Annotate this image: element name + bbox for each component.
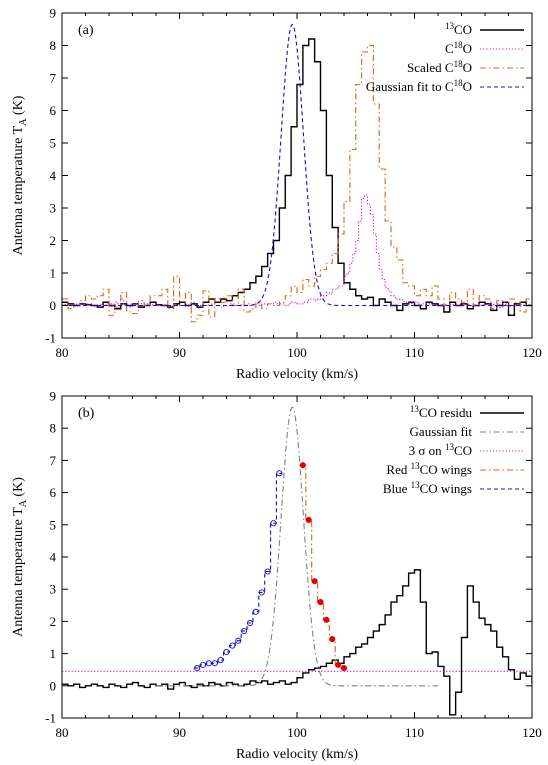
marker-blue-4 (217, 656, 224, 664)
legend-label-resid-b: 13CO residu (410, 404, 473, 420)
series-gauss-b (156, 406, 438, 687)
legend-label-gauss-b: Gaussian fit (410, 424, 473, 439)
xtick-label-a-90: 90 (173, 345, 186, 360)
series-scaled-a (62, 44, 532, 323)
marker-red-4 (323, 616, 330, 623)
xtick-label-a-120: 120 (522, 345, 542, 360)
panel-b: -1 0 1 2 3 4 5 6 7 8 9 80 90 100 110 120 Radio velocity … (11, 389, 542, 763)
legend-label-scaled-a: Scaled C18O (407, 59, 472, 75)
marker-blue-0 (194, 665, 201, 672)
xlabel-b: Radio velocity (km/s) (236, 747, 358, 762)
legend-label-gauss-a: Gaussian fit to C18O (366, 78, 472, 94)
marker-blue-8 (241, 628, 248, 635)
ytick-label-b-4: 4 (50, 550, 57, 565)
series-layer-b (62, 406, 532, 716)
marker-blue-2 (205, 660, 212, 667)
marker-blue-10 (252, 608, 259, 615)
series-c13o-a (62, 38, 532, 316)
marker-red-3 (317, 599, 324, 606)
ytick-label-b-0: 0 (50, 678, 57, 693)
ytick-label-a-1: 1 (50, 266, 57, 281)
marker-blue-7 (235, 637, 242, 644)
marker-red-7 (340, 665, 348, 672)
marker-blue-9 (246, 619, 254, 627)
marker-blue-14 (276, 470, 283, 477)
ytick-label-b-8: 8 (50, 421, 57, 436)
legend-label-c18o-a: C18O (445, 40, 472, 56)
series-c18o-a (62, 194, 532, 308)
ytick-label-a-4: 4 (50, 168, 57, 183)
marker-blue-5 (223, 648, 230, 656)
ylabel-b: Antenna temperature TA (K) (11, 477, 29, 637)
xtick-label-a-80: 80 (56, 345, 69, 360)
marker-blue-6 (229, 642, 236, 649)
series-layer-a (62, 23, 532, 323)
xtick-label-a-100: 100 (287, 345, 307, 360)
ytick-label-a-6: 6 (50, 103, 57, 118)
ytick-label-a-7: 7 (50, 71, 57, 86)
legend-label-c13o-a: 13CO (445, 21, 472, 37)
marker-red-0 (299, 462, 306, 469)
marker-blue-13 (270, 520, 277, 527)
panel-a: -1 0 1 2 3 4 5 6 7 8 9 80 90 100 110 120 Radio velocity … (11, 6, 542, 383)
marker-red-6 (335, 661, 342, 668)
ytick-label-a-8: 8 (50, 38, 57, 53)
legend-b: 13CO residu Gaussian fit 3 σ on 13CO Red 13… (383, 404, 524, 496)
panel-label-a: (a) (78, 23, 94, 38)
xtick-label-b-120: 120 (522, 725, 542, 740)
ytick-label-b-5: 5 (50, 517, 57, 532)
marker-red-1 (305, 516, 312, 524)
ytick-label-b-1: 1 (50, 646, 57, 661)
ytick-label-a-9: 9 (50, 6, 57, 21)
ytick-label-b-7: 7 (50, 453, 57, 468)
legend-label-blue-b: Blue 13CO wings (383, 480, 472, 496)
marker-blue-1 (199, 661, 207, 668)
xtick-label-a-110: 110 (405, 345, 424, 360)
panel-label-b: (b) (78, 406, 95, 421)
xtick-label-b-90: 90 (173, 725, 186, 740)
marker-red-5 (329, 636, 336, 643)
legend-label-red-b: Red 13CO wings (386, 461, 472, 477)
series-resid-b (62, 569, 532, 716)
ytick-label-a-5: 5 (50, 136, 57, 151)
ytick-label-b-2: 2 (50, 614, 57, 629)
marker-blue-3 (211, 660, 218, 667)
legend-label-sigma-b: 3 σ on 13CO (409, 442, 472, 458)
xtick-label-b-100: 100 (287, 725, 307, 740)
ytick-label-a-0: 0 (50, 298, 57, 313)
ytick-label-b--1: -1 (45, 711, 56, 726)
ylabel-a: Antenna temperature TA (K) (11, 95, 29, 255)
ytick-label-a-3: 3 (50, 201, 57, 216)
marker-blue-11 (258, 589, 265, 596)
series-gauss-a (62, 23, 532, 307)
ytick-label-b-3: 3 (50, 582, 57, 597)
ytick-label-b-6: 6 (50, 485, 57, 500)
xlabel-a: Radio velocity (km/s) (236, 367, 358, 382)
series-blue-b (194, 472, 283, 669)
ytick-label-b-9: 9 (50, 389, 57, 404)
xtick-label-b-110: 110 (405, 725, 424, 740)
ytick-label-a-2: 2 (50, 233, 57, 248)
xtick-label-b-80: 80 (56, 725, 69, 740)
marker-blue-12 (264, 568, 271, 575)
marker-red-2 (311, 578, 318, 585)
legend-a: 13CO C18O Scaled C18O Gaussian fit to C18O (366, 21, 524, 94)
ytick-label-a--1: -1 (45, 331, 56, 346)
